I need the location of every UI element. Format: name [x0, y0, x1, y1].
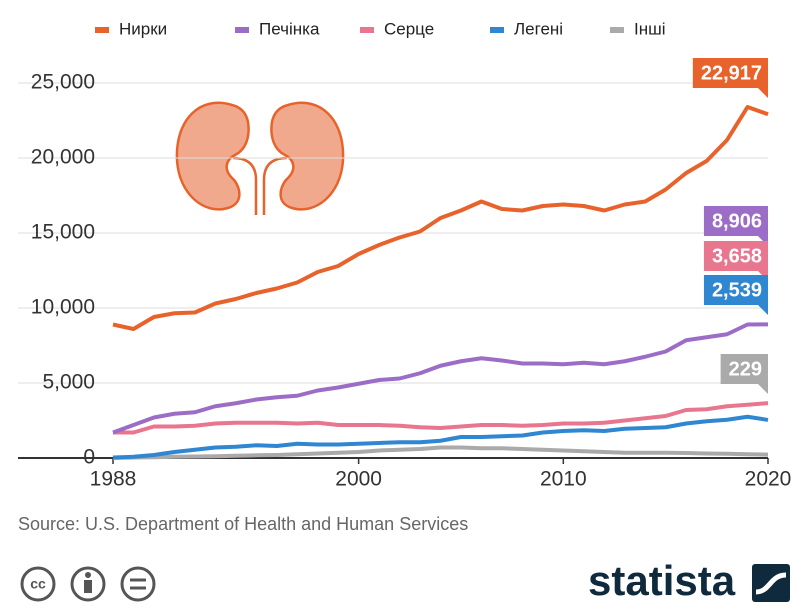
y-tick-label: 10,000 [31, 296, 95, 319]
end-label: 229 [729, 358, 762, 380]
legend-label: Печінка [259, 19, 320, 38]
x-tick-label: 2020 [745, 468, 792, 491]
series-line [112, 322, 769, 435]
kidney-icon [175, 101, 345, 215]
y-tick-label: 25,000 [31, 71, 95, 94]
legend-label: Інші [634, 19, 666, 38]
x-tick-label: 2010 [540, 468, 587, 491]
series-line [113, 401, 769, 435]
end-label-box [703, 206, 768, 246]
series-line [112, 445, 769, 460]
svg-text:cc: cc [30, 576, 46, 592]
end-label-box [703, 241, 768, 281]
brand: statista [588, 557, 736, 604]
end-label: 8,906 [712, 210, 762, 232]
y-tick-label: 20,000 [31, 146, 95, 169]
end-label-box [692, 58, 768, 98]
legend-label: Легені [514, 19, 563, 38]
source: Source: U.S. Department of Health and Hu… [18, 514, 468, 534]
y-tick-label: 15,000 [31, 221, 95, 244]
legend-label: Нирки [119, 19, 167, 38]
end-label: 22,917 [701, 62, 762, 84]
series-line [112, 414, 769, 460]
x-tick-label: 1988 [90, 468, 137, 491]
series-line [112, 105, 769, 331]
end-label-box [703, 275, 768, 315]
end-label-box [720, 354, 768, 394]
end-label: 2,539 [712, 279, 762, 301]
y-tick-label: 0 [83, 446, 95, 469]
license-icons: cc [20, 566, 156, 602]
x-tick-label: 2000 [335, 468, 382, 491]
brand-icon [752, 564, 790, 602]
end-label: 3,658 [712, 245, 762, 267]
legend-label: Серце [384, 19, 434, 38]
y-tick-label: 5,000 [42, 371, 95, 394]
